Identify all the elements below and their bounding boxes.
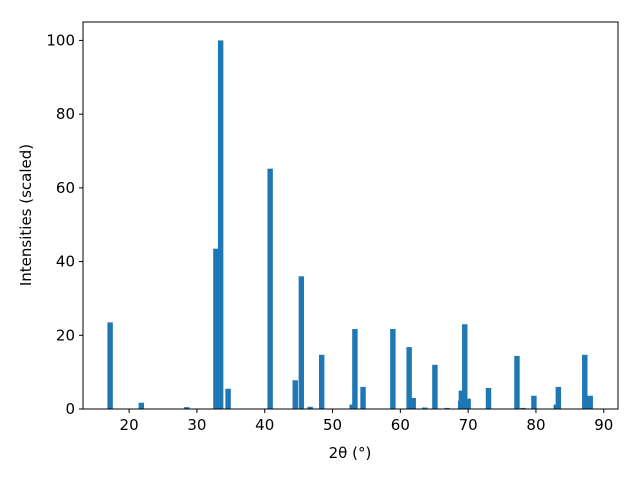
bar xyxy=(458,390,465,409)
y-tick-label: 80 xyxy=(56,105,75,123)
bar xyxy=(213,248,219,409)
bar xyxy=(360,386,366,409)
y-tick-label: 100 xyxy=(46,31,75,49)
bar xyxy=(307,406,313,409)
y-tick-label: 20 xyxy=(56,326,75,344)
x-tick-label: 40 xyxy=(255,416,274,434)
bar xyxy=(587,395,593,409)
bar xyxy=(292,380,298,409)
bar xyxy=(432,364,438,409)
bar xyxy=(531,395,537,409)
bar xyxy=(318,354,325,409)
bar xyxy=(465,398,471,409)
bar xyxy=(514,355,520,409)
bar xyxy=(138,402,145,409)
bar xyxy=(390,329,396,409)
x-tick-label: 20 xyxy=(120,416,139,434)
bar xyxy=(406,347,412,409)
y-axis-label: Intensities (scaled) xyxy=(17,144,35,286)
x-tick-label: 60 xyxy=(391,416,410,434)
bar xyxy=(225,388,231,409)
bar xyxy=(107,322,113,409)
bar xyxy=(217,40,224,410)
bar xyxy=(267,168,273,409)
x-tick-label: 80 xyxy=(526,416,545,434)
x-tick-label: 30 xyxy=(187,416,206,434)
bar xyxy=(520,407,526,409)
bar xyxy=(444,407,450,409)
x-axis-label: 2θ (°) xyxy=(329,444,372,462)
plot-frame xyxy=(82,21,619,410)
bar xyxy=(184,407,190,409)
y-tick-label: 60 xyxy=(56,179,75,197)
x-tick-label: 90 xyxy=(594,416,613,434)
bar xyxy=(352,329,358,409)
x-tick-label: 50 xyxy=(323,416,342,434)
y-tick-label: 0 xyxy=(65,400,75,418)
bar xyxy=(555,386,562,409)
bar xyxy=(422,407,428,409)
y-tick-label: 40 xyxy=(56,253,75,271)
bar xyxy=(298,276,305,409)
bar xyxy=(462,324,468,409)
x-tick-label: 70 xyxy=(459,416,478,434)
bar xyxy=(410,397,416,409)
bar xyxy=(485,387,492,409)
bar xyxy=(582,354,588,409)
